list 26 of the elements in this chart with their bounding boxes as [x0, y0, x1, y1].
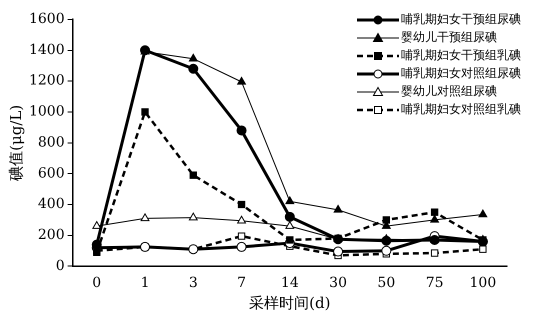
x-tick-label: 1 [140, 275, 150, 292]
legend-label: 哺乳期妇女对照组尿碘 [400, 65, 521, 82]
legend-label: 哺乳期妇女干预组乳碘 [400, 47, 521, 64]
x-tick-label: 7 [237, 275, 246, 292]
y-tick-label: 0 [56, 258, 65, 274]
x-tick-label: 75 [426, 275, 444, 292]
y-tick-label: 600 [38, 165, 65, 182]
y-tick-label: 1000 [28, 104, 65, 120]
legend-label: 哺乳期妇女干预组尿碘 [400, 11, 521, 28]
x-tick-label: 50 [377, 275, 396, 292]
y-axis-title: 碘值(μg/L) [6, 104, 25, 182]
y-tick-label: 1600 [28, 11, 65, 28]
x-tick-label: 30 [329, 275, 347, 292]
legend-label: 哺乳期妇女对照组乳碘 [400, 101, 521, 118]
y-tick-label: 1400 [28, 42, 65, 58]
x-tick-label: 100 [470, 275, 496, 292]
y-tick-label: 200 [38, 226, 65, 243]
legend-label: 婴幼儿干预组尿碘 [400, 29, 498, 46]
x-tick-label: 14 [280, 275, 299, 292]
x-axis-title: 采样时间(d) [249, 294, 330, 312]
legend-label: 婴幼儿对照组尿碘 [400, 83, 498, 100]
y-tick-label: 800 [38, 134, 65, 150]
y-tick-label: 400 [38, 196, 65, 212]
y-tick-label: 1200 [28, 72, 65, 89]
x-tick-label: 0 [92, 275, 102, 292]
x-tick-label: 3 [188, 275, 198, 292]
